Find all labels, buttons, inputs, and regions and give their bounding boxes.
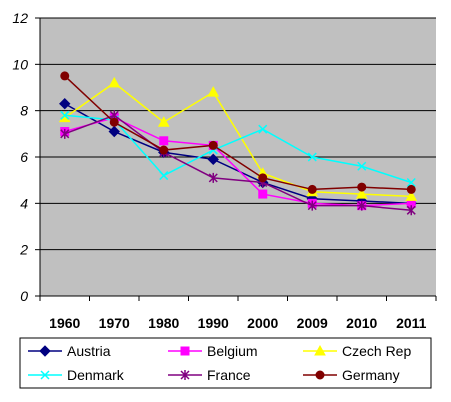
legend-marker xyxy=(314,344,326,356)
y-tick-label: 8 xyxy=(20,103,28,119)
y-axis-ticks: 0 2 4 6 8 10 12 xyxy=(12,10,40,304)
data-point-france xyxy=(208,172,218,183)
legend: Austria Belgium Czech Rep Denmark France Germ… xyxy=(19,337,432,389)
data-point-germany xyxy=(406,184,416,194)
plot-area xyxy=(39,17,436,297)
data-point-germany xyxy=(208,140,218,150)
legend-label: Denmark xyxy=(67,367,125,383)
x-tick-label: 2009 xyxy=(297,315,328,331)
y-tick-label: 0 xyxy=(20,288,28,304)
legend-label: Germany xyxy=(342,367,400,383)
legend-marker xyxy=(315,370,325,380)
y-tick-label: 6 xyxy=(20,149,28,165)
x-tick-label: 2000 xyxy=(247,315,278,331)
data-point-germany xyxy=(258,173,268,183)
data-point-czech-rep xyxy=(157,116,170,127)
legend-item-france: France xyxy=(168,367,251,383)
data-point-france xyxy=(60,128,70,139)
legend-marker xyxy=(180,370,190,380)
series-lines xyxy=(58,71,418,216)
data-point-czech-rep xyxy=(405,190,418,201)
x-tick-label: 2010 xyxy=(346,315,377,331)
series-line-austria xyxy=(64,103,412,205)
y-tick-label: 10 xyxy=(12,56,28,72)
legend-item-austria: Austria xyxy=(28,343,111,359)
data-point-austria xyxy=(59,98,71,110)
data-point-czech-rep xyxy=(355,188,368,199)
data-point-austria xyxy=(108,125,120,138)
series-line-france xyxy=(64,114,412,212)
x-tick-label: 1960 xyxy=(49,315,80,331)
series-line-denmark xyxy=(64,114,412,184)
legend-item-germany: Germany xyxy=(303,367,400,383)
data-point-belgium xyxy=(159,136,169,146)
legend-item-denmark: Denmark xyxy=(28,367,125,383)
data-point-france xyxy=(357,200,367,211)
data-point-germany xyxy=(159,145,169,155)
series-line-germany xyxy=(64,75,412,191)
legend-marker xyxy=(180,346,190,356)
data-point-france xyxy=(307,200,317,211)
legend-marker xyxy=(40,370,50,380)
x-tick-label: 2011 xyxy=(396,315,427,331)
x-tick-label: 1990 xyxy=(198,315,229,331)
y-tick-label: 4 xyxy=(20,195,28,211)
data-point-austria xyxy=(207,153,219,166)
data-point-belgium xyxy=(258,189,268,199)
data-point-germany xyxy=(357,182,367,192)
y-tick-label: 12 xyxy=(12,10,28,26)
data-point-denmark xyxy=(406,177,416,188)
data-point-denmark xyxy=(60,110,70,120)
legend-label: Austria xyxy=(67,343,111,359)
legend-label: Belgium xyxy=(207,343,258,359)
legend-item-czech-rep: Czech Rep xyxy=(303,343,411,359)
data-point-france xyxy=(406,205,416,216)
data-point-czech-rep xyxy=(207,86,220,97)
data-point-denmark xyxy=(307,152,317,162)
data-point-czech-rep xyxy=(108,76,121,88)
series-line-czech-rep xyxy=(64,81,412,198)
legend-item-belgium: Belgium xyxy=(168,343,258,359)
x-tick-label: 1980 xyxy=(148,315,179,331)
data-point-germany xyxy=(60,71,70,81)
legend-marker xyxy=(39,345,51,357)
x-tick-label: 1970 xyxy=(99,315,130,331)
data-point-denmark xyxy=(357,161,367,171)
data-point-germany xyxy=(307,184,317,194)
data-point-denmark xyxy=(159,171,169,181)
legend-label: Czech Rep xyxy=(342,343,411,359)
x-axis-ticks: 1960 1970 1980 1990 2000 2009 2010 2011 xyxy=(39,296,437,331)
data-point-germany xyxy=(109,117,119,127)
legend-box xyxy=(19,337,432,389)
y-tick-label: 2 xyxy=(19,242,28,258)
series-germany xyxy=(60,71,416,194)
legend-label: France xyxy=(207,367,251,383)
data-point-denmark xyxy=(258,124,268,134)
